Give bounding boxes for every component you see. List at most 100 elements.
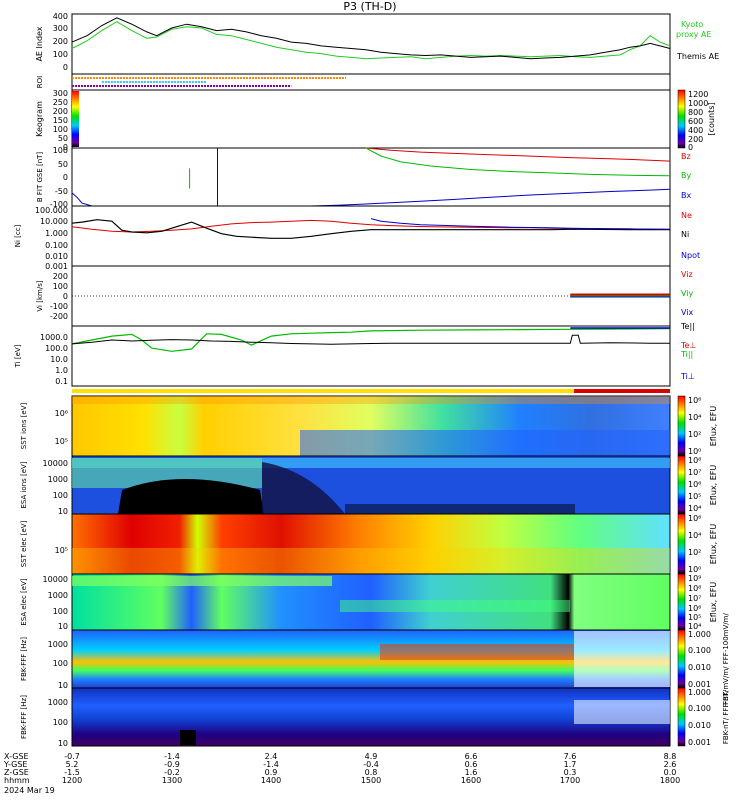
colorbar-label: FBK-nT/ FFF-nT/ xyxy=(722,689,730,744)
colorbar-sst-ion xyxy=(677,395,686,457)
panel-ylabel: SST ions [eV] xyxy=(20,402,28,449)
series-line-kyoto-ae xyxy=(71,21,671,60)
colorbar-tick: 10⁰ xyxy=(688,447,701,456)
colorbar-tick: 10⁸ xyxy=(688,584,701,593)
ytick-label: 1000 xyxy=(48,698,68,707)
legend-by: By xyxy=(681,171,691,180)
mode-bar-red xyxy=(574,389,670,393)
spectrogram-overlay-top xyxy=(72,396,670,404)
ytick-label: 10⁵ xyxy=(55,437,68,446)
colorbar-tick: 200 xyxy=(688,135,703,144)
ephem-value: -0.2 xyxy=(164,768,180,777)
ytick-label: 10000 xyxy=(43,575,68,584)
ytick-label: 200 xyxy=(53,107,68,116)
panel-velocity: Vi [km/s] 200 100 0 -100 -200 Viz Viy Vi… xyxy=(36,265,694,327)
panel-ylabel: FBK-FFF [Hz] xyxy=(20,695,28,739)
ytick-label: 200 xyxy=(53,272,68,281)
spectrogram-band-upper xyxy=(72,576,332,586)
ephem-value: 1400 xyxy=(261,776,281,785)
ephem-value: 1200 xyxy=(62,776,82,785)
keogram-strip xyxy=(72,91,79,147)
ytick-label: 100 xyxy=(53,125,68,134)
legend-npot: Npot xyxy=(681,251,700,260)
legend-kyoto: Kyoto xyxy=(681,20,703,29)
colorbar-tick: 10⁰ xyxy=(688,565,701,574)
panel-esa-elec: ESA elec [eV] 10000 1000 100 10 10⁹ 10⁸ … xyxy=(20,573,718,631)
ytick-label: 0 xyxy=(63,143,68,152)
legend-te-perp: Te⊥ xyxy=(680,341,696,350)
ytick-label: 250 xyxy=(53,98,68,107)
ephem-value: -1.5 xyxy=(64,768,80,777)
ytick-label: 0 xyxy=(63,63,68,72)
panel-frame xyxy=(71,147,671,207)
ytick-label: 50 xyxy=(58,134,68,143)
ytick-label: 100 xyxy=(53,146,68,155)
ytick-label: 10⁶ xyxy=(55,409,68,418)
ephem-row-label: 2024 Mar 19 xyxy=(4,786,55,795)
colorbar-tick: 10⁴ xyxy=(688,504,701,513)
ytick-label: 10.0 xyxy=(50,355,68,364)
panel-ylabel: AE Index xyxy=(35,26,44,61)
ephem-value: -0.4 xyxy=(363,760,379,769)
colorbar-tick: 0.001 xyxy=(688,680,711,689)
ephem-value: 0.8 xyxy=(365,768,378,777)
panel-ylabel: ROI xyxy=(36,76,44,88)
ephem-value: 8.8 xyxy=(664,752,677,761)
panel-frame xyxy=(71,89,671,149)
colorbar-tick: 10⁶ xyxy=(688,480,701,489)
ytick-label: 150 xyxy=(53,116,68,125)
panel-ylabel: ESA ions [eV] xyxy=(20,461,28,508)
ytick-label: -100 xyxy=(50,200,68,209)
legend-bx: Bx xyxy=(681,191,691,200)
legend-ti-par: Ti|| xyxy=(680,350,693,359)
ytick-label: 100 xyxy=(53,718,68,727)
legend-viy: Viy xyxy=(681,289,694,298)
ephem-value: -0.7 xyxy=(64,752,80,761)
ephem-value: 5.2 xyxy=(66,760,79,769)
legend-viz: Viz xyxy=(681,270,693,279)
panel-ylabel: ESA elec [eV] xyxy=(20,578,28,625)
spectrogram-dark-patch xyxy=(262,462,345,514)
series-line-by xyxy=(365,147,671,177)
mode-bar-yellow xyxy=(72,389,574,393)
ytick-label: 10 xyxy=(58,681,68,690)
legend-ne: Ne xyxy=(681,211,692,220)
ytick-label: 300 xyxy=(53,89,68,98)
ytick-label: -200 xyxy=(50,312,68,321)
ephem-value: 1500 xyxy=(361,776,381,785)
colorbar-tick: 1200 xyxy=(688,90,708,99)
panel-frame xyxy=(71,205,671,267)
series-vix xyxy=(570,296,670,298)
colorbar-keogram xyxy=(677,89,686,149)
ytick-label: 300 xyxy=(53,24,68,33)
panel-esa-ion: ESA ions [eV] 10000 1000 100 10 10⁸ 10⁷ … xyxy=(20,455,718,516)
spectrogram-dark-dome xyxy=(118,479,264,514)
colorbar-tick: 800 xyxy=(688,108,703,117)
series-line-bx xyxy=(71,188,671,207)
panel-ylabel: B FIT GSE [nT] xyxy=(36,152,44,203)
ytick-label: 0 xyxy=(63,173,68,182)
colorbar-label: Eflux, EFU xyxy=(709,406,718,447)
colorbar-tick: 10⁷ xyxy=(688,468,701,477)
colorbar-tick: 1.000 xyxy=(688,688,711,697)
colorbar-tick: 10⁹ xyxy=(688,574,701,583)
colorbar-fbk-e xyxy=(677,629,686,689)
panel-ylabel: Keogram xyxy=(35,101,44,137)
spectrogram-sst-elec xyxy=(71,513,671,575)
panel-sst-ion: SST ions [eV] 10⁶ 10⁵ 10⁶ 10⁴ 10² 10⁰ Ef… xyxy=(20,395,718,457)
ytick-label: -100 xyxy=(50,302,68,311)
ephem-value: 4.9 xyxy=(365,752,378,761)
colorbar-label: [counts] xyxy=(707,103,716,136)
colorbar-tick: 10⁵ xyxy=(688,613,701,622)
ytick-label: 100 xyxy=(53,282,68,291)
ephem-row-label: Y-GSE xyxy=(3,760,27,769)
panel-temperature: Ti [eV] 1000.0 100.0 10.0 1.0 0.1 Te|| T… xyxy=(14,322,696,387)
ephem-value: -1.4 xyxy=(263,760,279,769)
legend-vix: Vix xyxy=(681,308,694,317)
ytick-label: 10 xyxy=(58,507,68,516)
colorbar-tick: 0.010 xyxy=(688,721,711,730)
colorbar-tick: 0.100 xyxy=(688,704,711,713)
colorbar-tick: 0 xyxy=(688,143,693,152)
panel-frame xyxy=(71,13,671,75)
panel-roi: ROI xyxy=(36,73,671,91)
